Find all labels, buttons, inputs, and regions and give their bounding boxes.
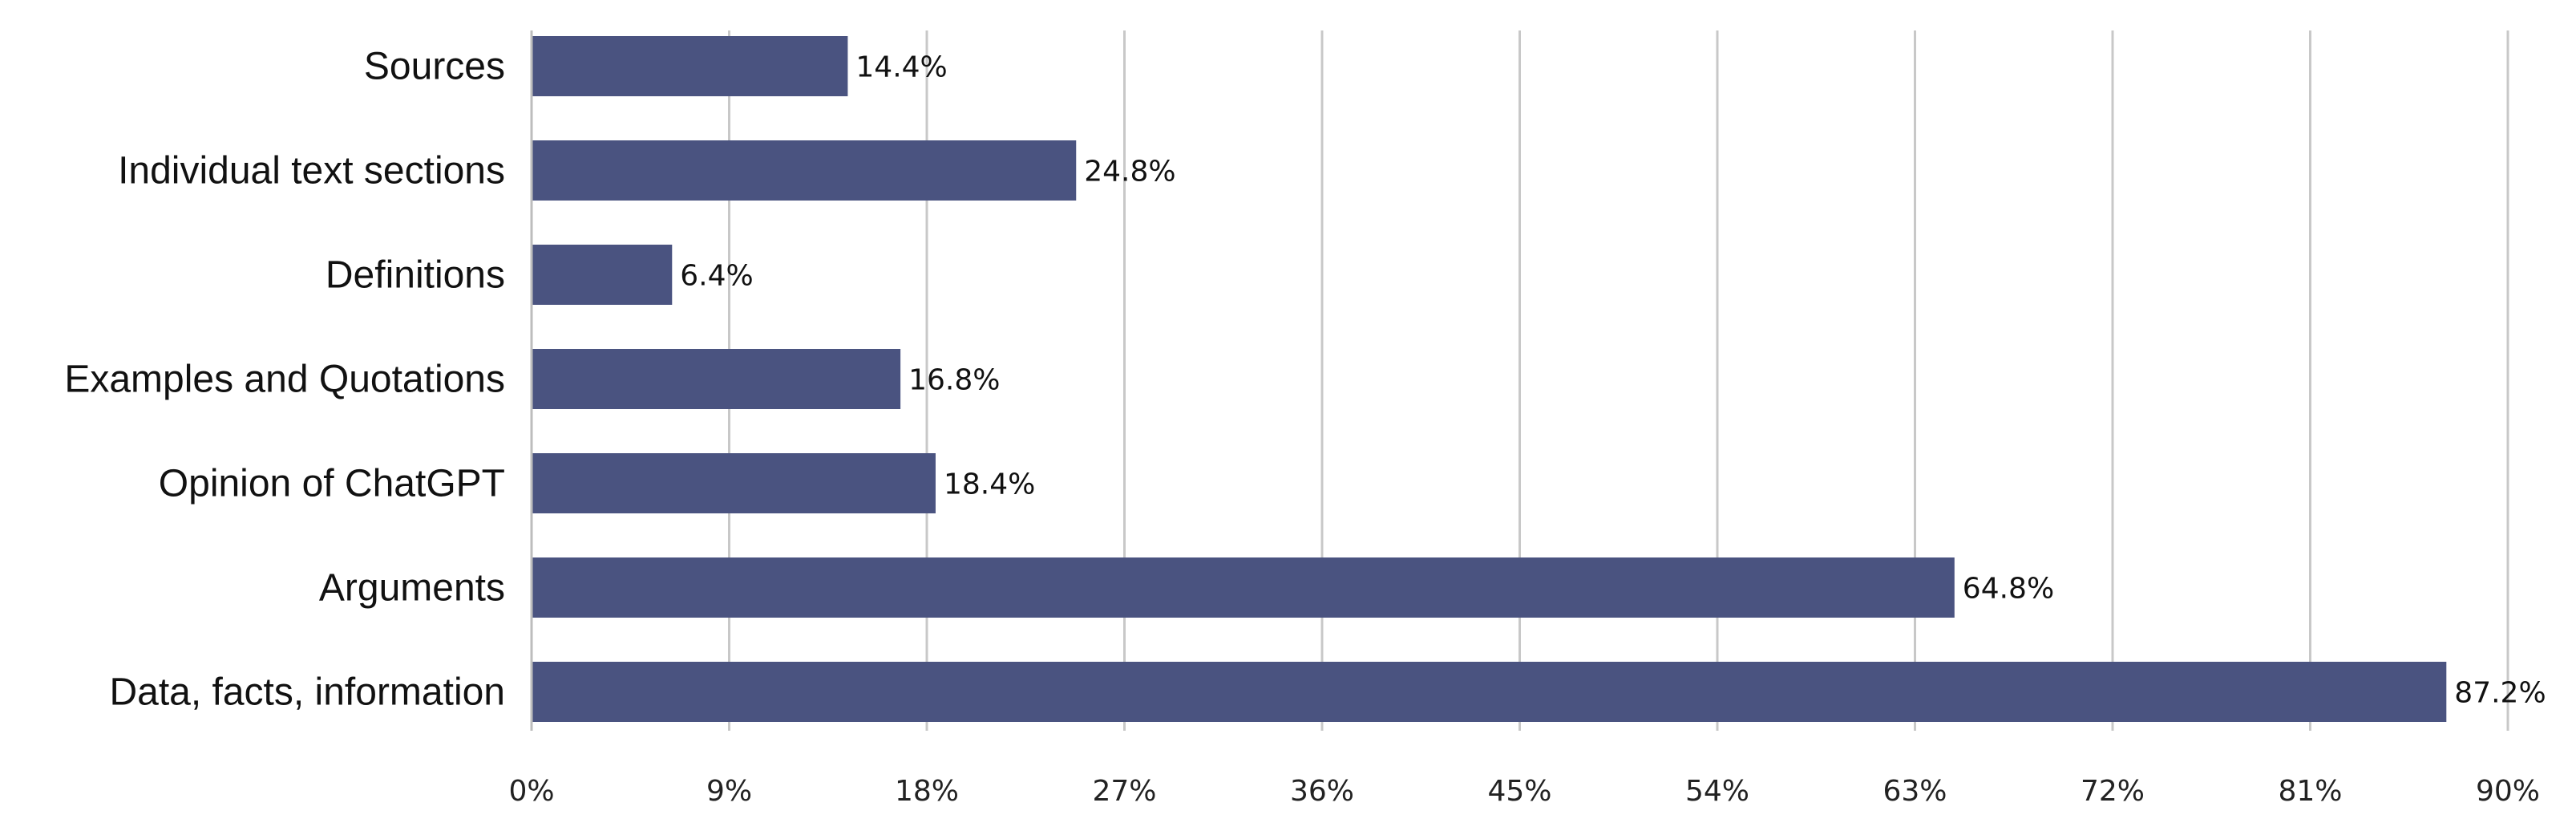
category-label: Sources <box>364 46 505 88</box>
x-tick-label: 45% <box>1487 775 1551 808</box>
bar <box>532 245 673 305</box>
bar <box>532 453 936 513</box>
category-label: Data, facts, information <box>109 671 505 714</box>
data-label: 16.8% <box>908 364 1000 397</box>
x-tick-label: 72% <box>2081 775 2145 808</box>
data-label: 64.8% <box>1963 573 2054 606</box>
x-tick-label: 0% <box>508 775 554 808</box>
category-label: Examples and Quotations <box>64 359 505 401</box>
bar <box>532 557 1955 618</box>
data-label: 18.4% <box>944 468 1035 501</box>
data-label: 6.4% <box>680 260 753 293</box>
x-tick-label: 27% <box>1092 775 1156 808</box>
x-tick-label: 9% <box>706 775 752 808</box>
bar <box>532 349 901 409</box>
category-label: Opinion of ChatGPT <box>159 463 505 505</box>
category-label: Individual text sections <box>118 150 505 193</box>
category-label: Arguments <box>319 567 505 610</box>
category-label: Definitions <box>326 254 505 297</box>
x-tick-label: 36% <box>1290 775 1354 808</box>
labels: 0% 9% 18% 27% 36% 45% 54% 63% 72% 81% 90% Sources 14… <box>64 46 2546 809</box>
x-tick-label: 18% <box>895 775 959 808</box>
data-label: 24.8% <box>1084 156 1175 189</box>
bars <box>532 36 2447 722</box>
data-label: 14.4% <box>855 51 947 84</box>
x-tick-label: 54% <box>1685 775 1749 808</box>
x-tick-label: 63% <box>1882 775 1947 808</box>
bar <box>532 36 848 96</box>
x-tick-label: 90% <box>2476 775 2540 808</box>
bar <box>532 140 1077 201</box>
bar <box>532 662 2447 722</box>
x-tick-label: 81% <box>2278 775 2342 808</box>
data-label: 87.2% <box>2454 677 2546 710</box>
